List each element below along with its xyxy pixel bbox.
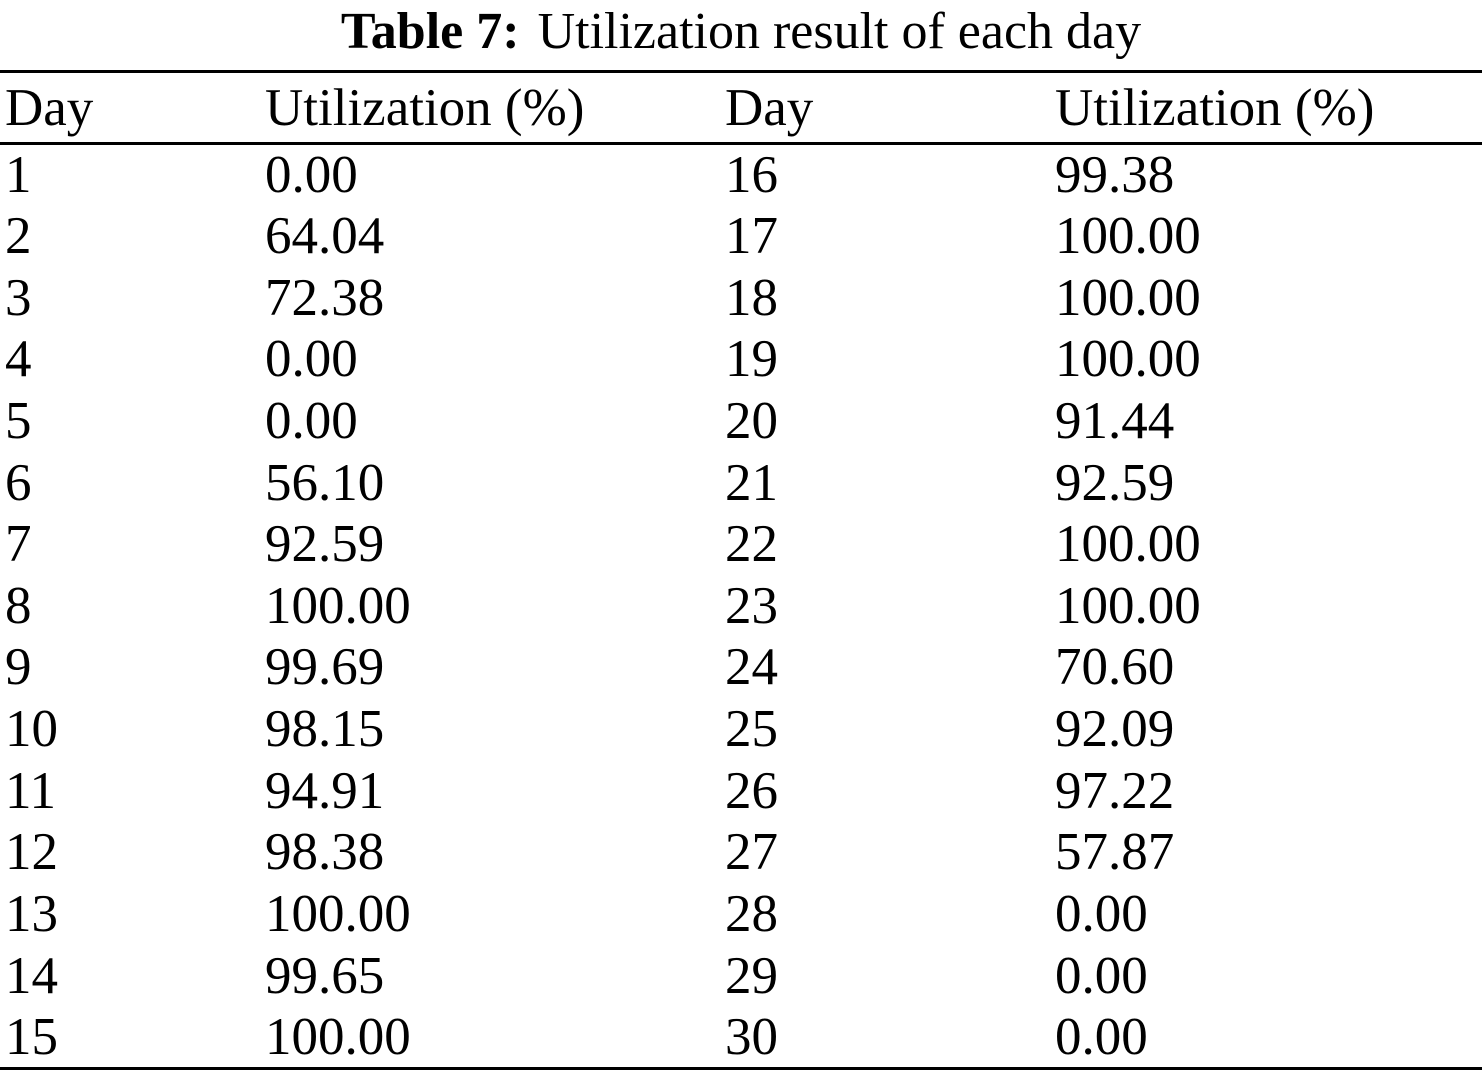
table-row: 7 92.59 22 100.00 (0, 513, 1482, 575)
table-cell: 23 (725, 576, 778, 635)
table-cell: 27 (725, 823, 778, 882)
table-row: 5 0.00 20 91.44 (0, 390, 1482, 452)
table-cell: 0.00 (1055, 946, 1148, 1005)
table-cell: 70.60 (1055, 638, 1175, 697)
table-row: 8 100.00 23 100.00 (0, 575, 1482, 637)
table-row: 15 100.00 30 0.00 (0, 1006, 1482, 1068)
table-cell: 3 (5, 268, 32, 327)
utilization-table: Day Utilization (%) Day Utilization (%) … (0, 70, 1482, 1070)
table-cell: 97.22 (1055, 761, 1175, 820)
table-row: 9 99.69 24 70.60 (0, 637, 1482, 699)
table-cell: 5 (5, 391, 32, 450)
table-cell: 19 (725, 330, 778, 389)
table-row: 1 0.00 16 99.38 (0, 144, 1482, 206)
table-cell: 11 (5, 761, 57, 820)
table-cell: 0.00 (265, 146, 358, 205)
table-cell: 6 (5, 453, 32, 512)
table-cell: 98.15 (265, 700, 385, 759)
header-utilization-left: Utilization (%) (260, 71, 720, 145)
table-cell: 92.59 (265, 515, 385, 574)
table-row: 4 0.00 19 100.00 (0, 328, 1482, 390)
table-cell: 92.09 (1055, 700, 1175, 759)
table-cell: 20 (725, 391, 778, 450)
table-cell: 92.59 (1055, 453, 1175, 512)
table-row: 14 99.65 29 0.00 (0, 945, 1482, 1007)
table-cell: 56.10 (265, 453, 385, 512)
table-cell: 94.91 (265, 761, 385, 820)
table-cell: 25 (725, 700, 778, 759)
table-cell: 0.00 (265, 391, 358, 450)
table-cell: 72.38 (265, 268, 385, 327)
table-cell: 0.00 (265, 330, 358, 389)
table-row: 2 64.04 17 100.00 (0, 205, 1482, 267)
table-caption: Table 7: Utilization result of each day (0, 0, 1482, 70)
table-cell: 100.00 (265, 885, 411, 943)
table-cell: 1 (5, 146, 32, 205)
table-row: 6 56.10 21 92.59 (0, 452, 1482, 514)
table-cell: 14 (5, 946, 58, 1005)
table-cell: 2 (5, 206, 32, 265)
table-cell: 15 (5, 1007, 58, 1066)
table-cell: 99.38 (1055, 146, 1175, 205)
table-cell: 99.69 (265, 638, 385, 697)
table-cell: 100.00 (265, 576, 411, 635)
table-cell: 100.00 (1055, 268, 1201, 327)
table-cell: 0.00 (1055, 1007, 1148, 1066)
table-row: 12 98.38 27 57.87 (0, 822, 1482, 884)
table-cell: 13 (5, 885, 58, 943)
table-cell: 64.04 (265, 206, 385, 265)
table-cell: 100.00 (1055, 515, 1201, 574)
table-cell: 100.00 (1055, 576, 1201, 635)
table-cell: 26 (725, 761, 778, 820)
table-cell: 18 (725, 268, 778, 327)
table-row: 3 72.38 18 100.00 (0, 267, 1482, 329)
table-cell: 100.00 (265, 1007, 411, 1066)
header-day-left: Day (0, 71, 260, 145)
table-cell: 12 (5, 823, 58, 882)
table-body: 1 0.00 16 99.38 2 64.04 17 100.00 3 72.38 18 100.00… (0, 144, 1482, 1069)
table-cell: 7 (5, 515, 32, 574)
table-cell: 17 (725, 206, 778, 265)
table-header: Day Utilization (%) Day Utilization (%) (0, 71, 1482, 145)
table-cell: 29 (725, 946, 778, 1005)
table-cell: 99.65 (265, 946, 385, 1005)
table-cell: 16 (725, 146, 778, 205)
table-cell: 24 (725, 638, 778, 697)
table-cell: 100.00 (1055, 206, 1201, 265)
header-row: Day Utilization (%) Day Utilization (%) (0, 71, 1482, 145)
table-cell: 98.38 (265, 823, 385, 882)
table-cell: 57.87 (1055, 823, 1175, 882)
table-cell: 0.00 (1055, 885, 1148, 943)
table-caption-label: Table 7: (340, 3, 520, 60)
table-cell: 9 (5, 638, 32, 697)
header-day-right: Day (720, 71, 1050, 145)
table-cell: 28 (725, 885, 778, 943)
table-caption-text: Utilization result of each day (537, 3, 1142, 60)
table-cell: 21 (725, 453, 778, 512)
table-row: 13 100.00 28 0.00 (0, 883, 1482, 945)
table-row: 10 98.15 25 92.09 (0, 698, 1482, 760)
table-cell: 10 (5, 700, 58, 759)
table-cell: 4 (5, 330, 32, 389)
table-row: 11 94.91 26 97.22 (0, 760, 1482, 822)
table-cell: 22 (725, 515, 778, 574)
table-cell: 91.44 (1055, 391, 1175, 450)
table-cell: 100.00 (1055, 330, 1201, 389)
header-utilization-right: Utilization (%) (1050, 71, 1482, 145)
table-cell: 8 (5, 576, 32, 635)
table-cell: 30 (725, 1007, 778, 1066)
